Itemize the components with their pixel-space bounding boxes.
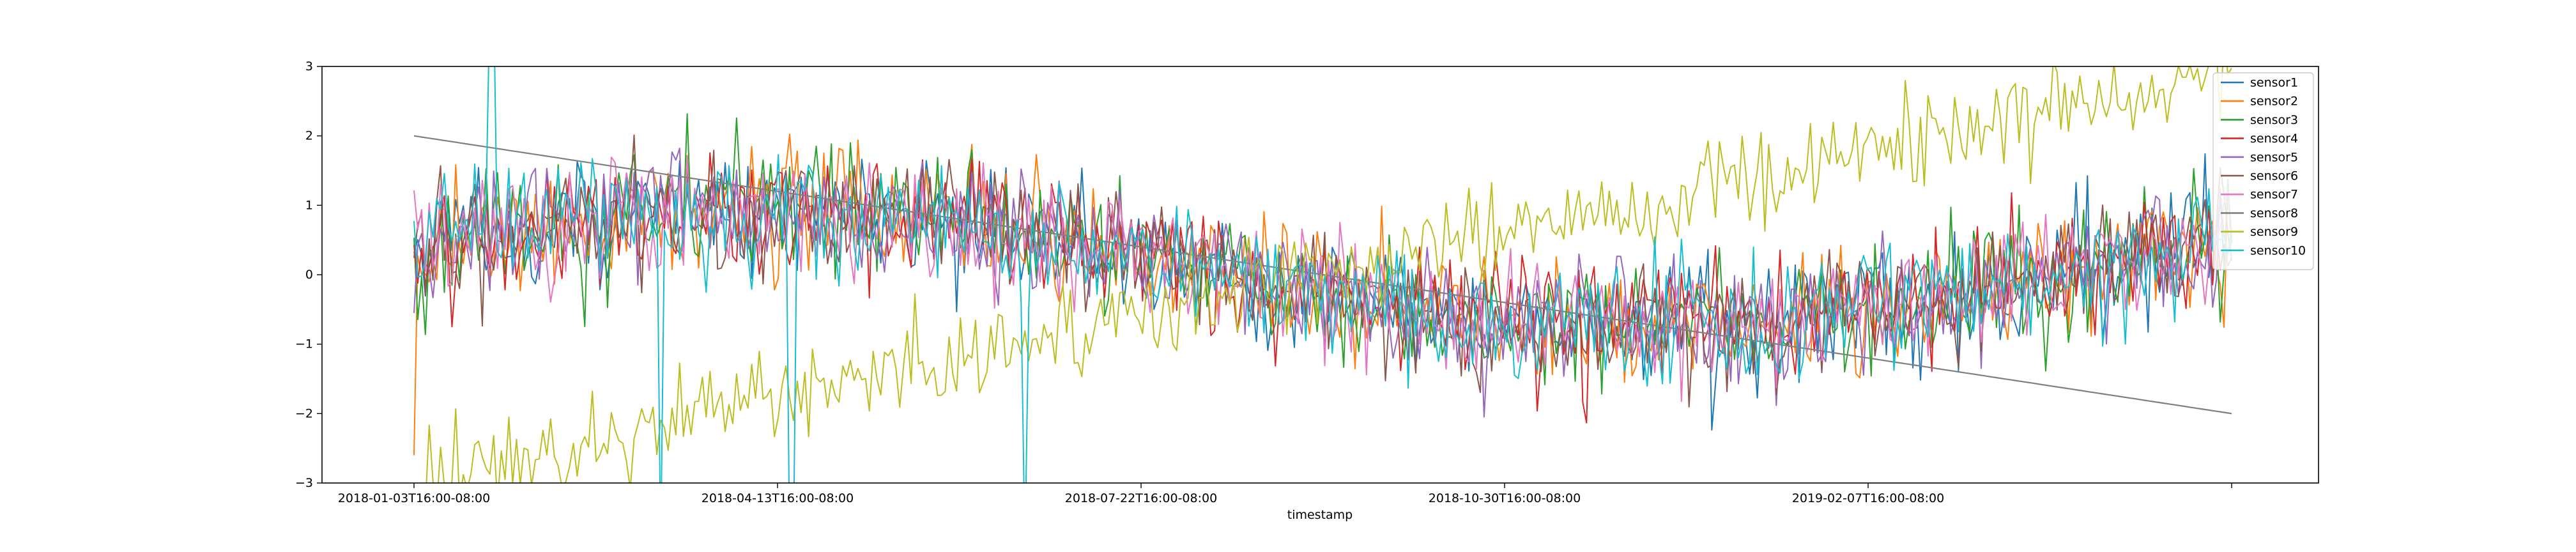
x-tick-label: 2018-07-22T16:00-08:00 (1065, 491, 1217, 505)
y-tick-label: 3 (305, 59, 313, 73)
legend-label: sensor7 (2250, 188, 2298, 202)
series-layer (413, 66, 2232, 483)
legend: sensor1 sensor2 sensor3 sensor4 sensor5 senso… (2212, 72, 2314, 270)
legend-box (2212, 72, 2314, 270)
y-tick-label: 2 (305, 129, 313, 143)
legend-label: sensor4 (2250, 132, 2298, 146)
x-tick-label: 2018-04-13T16:00-08:00 (702, 491, 854, 505)
legend-label: sensor5 (2250, 150, 2298, 164)
x-tick-label: 2019-02-07T16:00-08:00 (1792, 491, 1944, 505)
x-tick-label: 2018-01-03T16:00-08:00 (338, 491, 490, 505)
y-tick-label: 0 (305, 268, 313, 282)
series-line-sensor6 (413, 134, 2232, 408)
legend-label: sensor2 (2250, 95, 2298, 109)
legend-label: sensor9 (2250, 225, 2298, 239)
y-tick-label: 1 (305, 198, 313, 212)
series-line-sensor7 (413, 156, 2232, 402)
y-tick-label: −1 (295, 337, 313, 351)
legend-label: sensor6 (2250, 169, 2298, 183)
legend-label: sensor10 (2250, 243, 2306, 257)
series-line-sensor9 (425, 66, 2232, 483)
x-axis: 2018-01-03T16:00-08:00 2018-04-13T16:00-0… (338, 483, 2232, 505)
y-axis: −3 −2 −1 0 1 2 3 (295, 59, 322, 490)
y-tick-label: −3 (295, 476, 313, 490)
y-tick-label: −2 (295, 406, 313, 420)
x-axis-label: timestamp (1287, 508, 1353, 522)
legend-label: sensor3 (2250, 113, 2298, 127)
x-tick-label: 2018-10-30T16:00-08:00 (1429, 491, 1581, 505)
series-line-sensor10 (413, 66, 2232, 483)
legend-label: sensor1 (2250, 76, 2298, 90)
legend-label: sensor8 (2250, 206, 2298, 220)
